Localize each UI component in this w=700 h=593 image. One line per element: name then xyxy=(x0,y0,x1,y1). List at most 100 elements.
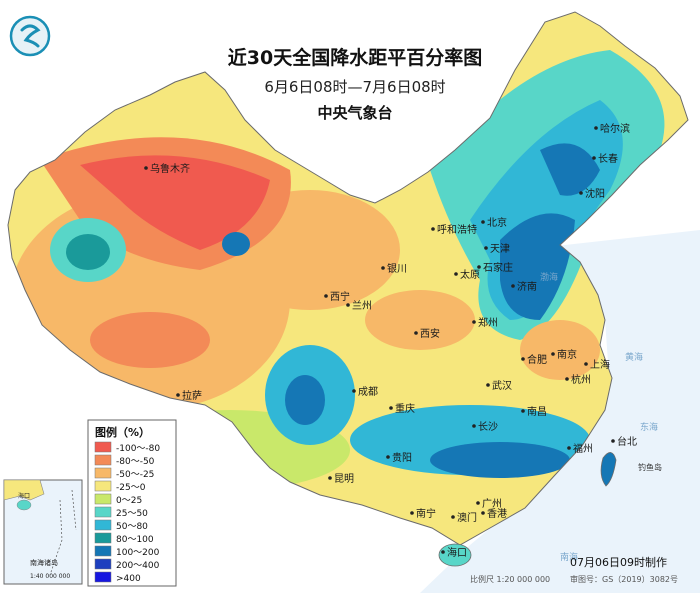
legend-swatch xyxy=(94,493,112,505)
city-label: 西安 xyxy=(420,327,440,340)
legend-label: -50～-25 xyxy=(116,470,154,480)
city-dot xyxy=(567,446,571,450)
city-dot xyxy=(511,284,515,288)
legend-label: >400 xyxy=(116,574,141,584)
inset-hainan-label: 海口 xyxy=(18,492,30,500)
legend-label: 100～200 xyxy=(116,548,160,558)
city-label: 沈阳 xyxy=(585,187,605,200)
legend-swatch xyxy=(94,558,112,570)
city-dot xyxy=(611,439,615,443)
city-label: 西宁 xyxy=(330,290,350,303)
city-label: 郑州 xyxy=(478,316,498,329)
city-label: 北京 xyxy=(487,216,507,229)
city-label: 昆明 xyxy=(334,473,354,485)
city-dot xyxy=(410,511,414,515)
city-label: 贵阳 xyxy=(392,451,412,464)
legend-title: 图例（%） xyxy=(95,425,150,439)
china-outline xyxy=(7,11,689,546)
city-label: 兰州 xyxy=(352,299,372,312)
city-dot xyxy=(521,409,525,413)
city-dot xyxy=(381,266,385,270)
legend-swatch xyxy=(94,480,112,492)
city-dot xyxy=(486,383,490,387)
south-china-sea-inset: 海口 南海诸岛 1:40 000 000 xyxy=(3,479,83,585)
city-dot xyxy=(346,303,350,307)
legend-label: 200～400 xyxy=(116,561,160,571)
city-dot xyxy=(584,362,588,366)
city-dot xyxy=(594,126,598,130)
city-dot xyxy=(579,191,583,195)
legend-label: 80～100 xyxy=(116,535,154,545)
city-dot xyxy=(386,455,390,459)
issuer: 中央气象台 xyxy=(317,104,392,122)
city-dot xyxy=(551,352,555,356)
city-dot xyxy=(484,246,488,250)
taiwan-island xyxy=(600,452,617,487)
city-label: 南宁 xyxy=(416,507,436,520)
city-label: 南昌 xyxy=(527,405,547,418)
city-label: 成都 xyxy=(358,386,378,398)
city-dot xyxy=(521,357,525,361)
sea-label: 东海 xyxy=(640,421,658,433)
city-dot xyxy=(481,511,485,515)
city-label: 拉萨 xyxy=(182,389,202,402)
legend-label: 25～50 xyxy=(116,509,148,519)
legend-label: -25～0 xyxy=(116,483,146,493)
sea-area xyxy=(420,230,700,593)
city-dot xyxy=(476,501,480,505)
legend-swatch xyxy=(94,532,112,544)
legend-swatch xyxy=(94,506,112,518)
sea-label: 黄海 xyxy=(625,351,643,363)
city-label: 武汉 xyxy=(492,379,512,392)
legend-label: -80～-50 xyxy=(116,457,155,467)
city-label: 合肥 xyxy=(527,353,547,366)
city-dot xyxy=(144,166,148,170)
city-label: 香港 xyxy=(487,508,507,520)
city-dot xyxy=(389,406,393,410)
city-label: 长春 xyxy=(598,153,618,165)
city-dot xyxy=(352,389,356,393)
city-dot xyxy=(176,393,180,397)
inset-islands-label: 南海诸岛 xyxy=(30,558,58,567)
inset-scale: 1:40 000 000 xyxy=(30,573,70,580)
city-label: 长沙 xyxy=(478,421,498,433)
map-number: 审图号：GS（2019）3082号 xyxy=(570,574,678,584)
city-label: 澳门 xyxy=(457,511,477,524)
island-label: 钓鱼岛 xyxy=(638,462,662,472)
city-dot xyxy=(414,331,418,335)
legend-swatch xyxy=(94,519,112,531)
legend-swatch xyxy=(94,571,112,583)
scale-text: 比例尺 1:20 000 000 xyxy=(470,574,550,584)
legend-label: -100～-80 xyxy=(116,444,160,454)
city-label: 上海 xyxy=(590,358,610,371)
city-label: 太原 xyxy=(460,268,480,281)
city-dot xyxy=(565,377,569,381)
sea-label: 渤海 xyxy=(540,271,558,283)
city-label: 海口 xyxy=(447,546,467,559)
date-range: 6月6日08时—7月6日08时 xyxy=(264,78,445,96)
city-label: 天津 xyxy=(490,243,510,255)
legend-swatch xyxy=(94,441,112,453)
city-label: 杭州 xyxy=(571,373,591,386)
city-label: 石家庄 xyxy=(483,261,513,274)
city-dot xyxy=(454,272,458,276)
city-dot xyxy=(441,550,445,554)
legend-swatch xyxy=(94,454,112,466)
city-dot xyxy=(451,515,455,519)
city-label: 重庆 xyxy=(395,402,415,415)
city-dot xyxy=(472,320,476,324)
city-label: 广州 xyxy=(482,498,502,510)
map-title: 近30天全国降水距平百分率图 xyxy=(228,46,482,69)
city-dot xyxy=(481,220,485,224)
city-label: 南京 xyxy=(557,348,577,361)
legend-label: 0～25 xyxy=(116,496,142,506)
hainan-island xyxy=(438,543,472,567)
city-label: 济南 xyxy=(517,280,537,293)
city-label: 哈尔滨 xyxy=(600,122,630,135)
city-label: 福州 xyxy=(573,442,593,455)
legend-swatch xyxy=(94,467,112,479)
city-dot xyxy=(431,227,435,231)
city-dot xyxy=(592,156,596,160)
